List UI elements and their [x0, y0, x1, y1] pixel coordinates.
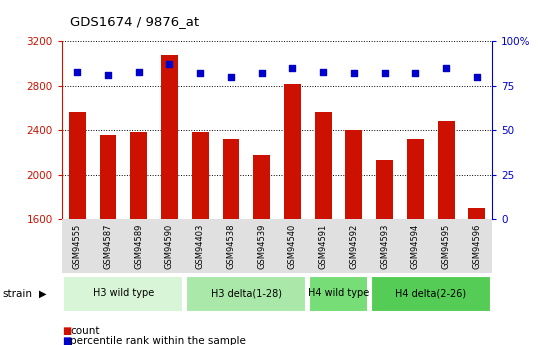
Text: GSM94593: GSM94593	[380, 223, 389, 269]
Text: GSM94587: GSM94587	[103, 223, 112, 269]
Point	[442, 65, 450, 71]
Text: GSM94590: GSM94590	[165, 223, 174, 269]
Text: GSM94595: GSM94595	[442, 223, 451, 269]
Text: ▶: ▶	[39, 289, 46, 299]
Text: H4 delta(2-26): H4 delta(2-26)	[395, 288, 466, 298]
Bar	[130, 132, 147, 345]
Point	[411, 71, 420, 76]
Bar	[253, 155, 270, 345]
Point	[134, 69, 143, 75]
Point	[472, 74, 481, 80]
Text: GSM94591: GSM94591	[318, 223, 328, 269]
Text: count: count	[70, 326, 100, 335]
Point	[380, 71, 389, 76]
Text: H3 wild type: H3 wild type	[93, 288, 154, 298]
Bar	[376, 160, 393, 345]
Text: GSM94538: GSM94538	[226, 223, 236, 269]
Text: GSM94596: GSM94596	[472, 223, 482, 269]
Bar	[63, 276, 183, 312]
Point	[288, 65, 297, 71]
Bar	[62, 219, 492, 273]
Text: GSM94589: GSM94589	[134, 223, 143, 269]
Text: strain: strain	[3, 289, 33, 299]
Point	[196, 71, 204, 76]
Text: GSM94594: GSM94594	[411, 223, 420, 269]
Bar	[100, 135, 116, 345]
Bar	[407, 139, 424, 345]
Text: GSM94592: GSM94592	[349, 223, 358, 269]
Bar	[469, 208, 485, 345]
Text: GSM94539: GSM94539	[257, 223, 266, 269]
Text: ■: ■	[62, 326, 71, 335]
Bar	[284, 83, 301, 345]
Bar	[315, 112, 331, 345]
Text: GSM94555: GSM94555	[73, 223, 82, 269]
Bar	[371, 276, 491, 312]
Point	[319, 69, 328, 75]
Text: GDS1674 / 9876_at: GDS1674 / 9876_at	[70, 16, 199, 29]
Point	[226, 74, 235, 80]
Point	[73, 69, 82, 75]
Bar	[345, 130, 363, 345]
Bar	[309, 276, 368, 312]
Text: ■: ■	[62, 336, 71, 345]
Text: H3 delta(1-28): H3 delta(1-28)	[211, 288, 282, 298]
Text: GSM94403: GSM94403	[196, 223, 205, 269]
Text: percentile rank within the sample: percentile rank within the sample	[70, 336, 246, 345]
Text: H4 wild type: H4 wild type	[308, 288, 369, 298]
Point	[104, 72, 112, 78]
Bar	[186, 276, 306, 312]
Bar	[161, 55, 178, 345]
Point	[257, 71, 266, 76]
Bar	[223, 139, 239, 345]
Point	[165, 62, 174, 67]
Bar	[192, 132, 209, 345]
Bar	[438, 121, 455, 345]
Bar	[69, 112, 86, 345]
Text: GSM94540: GSM94540	[288, 223, 297, 269]
Point	[350, 71, 358, 76]
